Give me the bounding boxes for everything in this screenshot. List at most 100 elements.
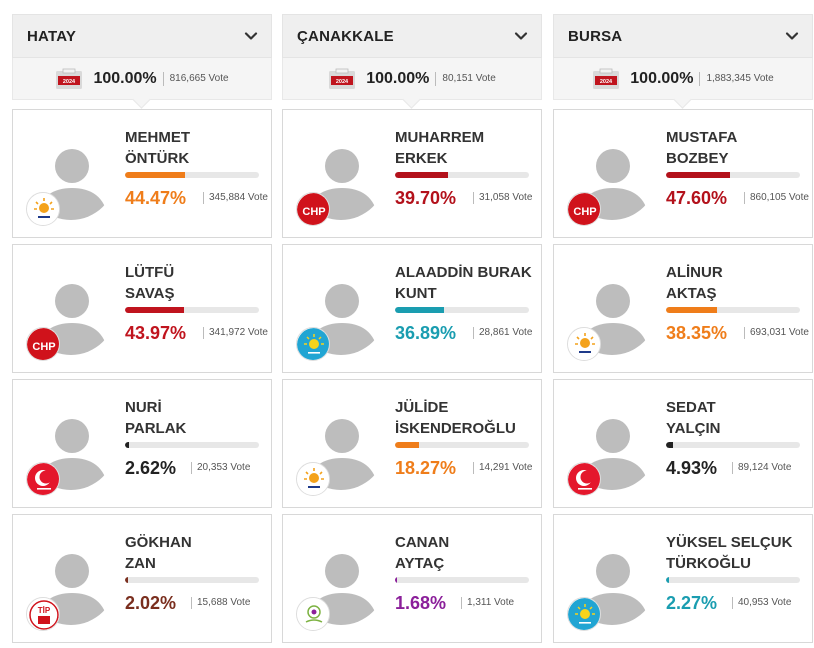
candidate-card[interactable]: ALİNUR AKTAŞ 38.35% 693,031 Vote: [553, 244, 813, 373]
vote-share-bar-fill: [666, 577, 670, 583]
candidate-percent: 36.89%: [395, 323, 457, 343]
akp-logo: [296, 462, 330, 496]
yeniden-refah-party-icon: [568, 463, 600, 495]
city-title: HATAY: [27, 27, 77, 45]
vote-share-bar: [666, 307, 800, 313]
counted-percent: 100.00%: [366, 69, 430, 87]
akp-party-icon: [568, 328, 600, 360]
akp-logo: [567, 327, 601, 361]
city-title: BURSA: [568, 27, 623, 45]
candidate-first-name: CANAN: [395, 534, 450, 551]
candidate-card[interactable]: CHP MUHARREM ERKEK 39.70% 31,058 Vote: [282, 109, 542, 238]
vote-share-bar: [125, 172, 259, 178]
candidate-first-name: LÜTFÜ: [125, 264, 175, 281]
vote-share-bar-fill: [125, 577, 128, 583]
candidate-card[interactable]: NURİ PARLAK 2.62% 20,353 Vote: [12, 379, 272, 508]
candidate-percent: 39.70%: [395, 188, 457, 208]
candidate-votes: 15,688 Vote: [191, 597, 250, 609]
ballot-box-icon: 2024: [329, 68, 356, 89]
iyi-logo: [567, 597, 601, 631]
city-column-hatay: HATAY 2024 100.00% 816,665 Vote: [12, 14, 272, 643]
candidate-first-name: JÜLİDE: [395, 399, 449, 416]
candidate-card[interactable]: ALAADDİN BURAK KUNT 36.89% 28,861 Vote: [282, 244, 542, 373]
candidate-last-name: ZAN: [125, 555, 156, 572]
vote-share-bar-fill: [395, 442, 420, 448]
candidate-percent: 2.02%: [125, 593, 177, 613]
candidate-first-name: MUHARREM: [395, 129, 485, 146]
chevron-down-icon: [514, 32, 528, 40]
counted-percent: 100.00%: [630, 69, 694, 87]
chp-party-icon: CHP: [27, 328, 59, 360]
candidate-first-name: MEHMET: [125, 129, 190, 146]
iyi-logo: [296, 327, 330, 361]
vote-share-bar-fill: [395, 577, 398, 583]
ballot-year-label: 2024: [600, 79, 613, 85]
summary-divider: [435, 71, 437, 86]
person-silhouette-icon: [296, 265, 386, 355]
candidate-card[interactable]: TİP GÖKHAN ZAN 2.02% 15,688 Vote: [12, 514, 272, 643]
candidate-name: SEDAT YALÇIN: [666, 397, 811, 439]
candidate-votes: 860,105 Vote: [744, 192, 809, 204]
candidate-votes: 89,124 Vote: [732, 462, 791, 474]
candidate-card[interactable]: CHP LÜTFÜ SAVAŞ 43.97% 341,972 Vote: [12, 244, 272, 373]
counted-summary: 2024 100.00% 816,665 Vote: [12, 58, 272, 100]
candidate-percent: 43.97%: [125, 323, 187, 343]
vote-share-bar: [395, 577, 529, 583]
akp-logo: [26, 192, 60, 226]
person-silhouette-icon: [567, 535, 657, 625]
candidate-votes: 1,311 Vote: [461, 597, 514, 609]
candidate-percent: 44.47%: [125, 188, 187, 208]
candidate-card[interactable]: MEHMET ÖNTÜRK 44.47% 345,884 Vote: [12, 109, 272, 238]
candidate-last-name: AYTAÇ: [395, 555, 445, 572]
candidate-name: MEHMET ÖNTÜRK: [125, 127, 270, 169]
party-abbreviation: CHP: [573, 206, 596, 218]
candidate-first-name: MUSTAFA: [666, 129, 738, 146]
vote-share-bar-fill: [125, 442, 129, 448]
candidate-first-name: GÖKHAN: [125, 534, 192, 551]
city-title: ÇANAKKALE: [297, 27, 394, 45]
candidate-card[interactable]: SEDAT YALÇIN 4.93% 89,124 Vote: [553, 379, 813, 508]
city-dropdown[interactable]: BURSA: [553, 14, 813, 58]
city-column-bursa: BURSA 2024 100.00% 1,883,345 Vote: [553, 14, 813, 643]
vote-share-bar: [666, 442, 800, 448]
iyi-party-icon: [297, 328, 329, 360]
candidate-name: CANAN AYTAÇ: [395, 532, 540, 574]
total-votes: 1,883,345 Vote: [706, 73, 774, 84]
candidate-photo: [567, 130, 657, 220]
candidate-last-name: İSKENDEROĞLU: [395, 420, 516, 437]
candidate-votes: 20,353 Vote: [191, 462, 250, 474]
yeniden-refah-party-icon: [27, 463, 59, 495]
city-dropdown[interactable]: HATAY: [12, 14, 272, 58]
counted-summary: 2024 100.00% 80,151 Vote: [282, 58, 542, 100]
vote-share-bar: [125, 442, 259, 448]
candidate-card[interactable]: CANAN AYTAÇ 1.68% 1,311 Vote: [282, 514, 542, 643]
candidate-name: ALAADDİN BURAK KUNT: [395, 262, 540, 304]
candidate-card[interactable]: JÜLİDE İSKENDEROĞLU 18.27% 14,291 Vote: [282, 379, 542, 508]
candidate-last-name: AKTAŞ: [666, 285, 717, 302]
candidate-name: JÜLİDE İSKENDEROĞLU: [395, 397, 540, 439]
tip-logo: TİP: [26, 597, 60, 631]
candidate-votes: 28,861 Vote: [473, 327, 532, 339]
chp-party-icon: CHP: [297, 193, 329, 225]
candidate-first-name: SEDAT: [666, 399, 716, 416]
candidate-last-name: PARLAK: [125, 420, 187, 437]
ballot-box-icon: 2024: [593, 68, 620, 89]
candidate-percent: 2.62%: [125, 458, 177, 478]
city-dropdown[interactable]: ÇANAKKALE: [282, 14, 542, 58]
chevron-down-icon: [785, 32, 799, 40]
total-votes: 80,151 Vote: [442, 73, 496, 84]
vote-share-bar-fill: [666, 442, 673, 448]
candidate-card[interactable]: CHP MUSTAFA BOZBEY 47.60% 860,105 Vote: [553, 109, 813, 238]
candidate-percent: 18.27%: [395, 458, 457, 478]
dem-party-icon: [297, 598, 329, 630]
vote-share-bar-fill: [395, 307, 445, 313]
candidate-name: MUHARREM ERKEK: [395, 127, 540, 169]
candidate-last-name: TÜRKOĞLU: [666, 555, 751, 572]
candidate-card[interactable]: YÜKSEL SELÇUK TÜRKOĞLU 2.27% 40,953 Vote: [553, 514, 813, 643]
candidate-last-name: SAVAŞ: [125, 285, 175, 302]
dem-logo: [296, 597, 330, 631]
candidate-name: YÜKSEL SELÇUK TÜRKOĞLU: [666, 532, 811, 574]
vote-share-bar-fill: [125, 172, 185, 178]
candidate-percent: 4.93%: [666, 458, 718, 478]
iyi-party-icon: [568, 598, 600, 630]
